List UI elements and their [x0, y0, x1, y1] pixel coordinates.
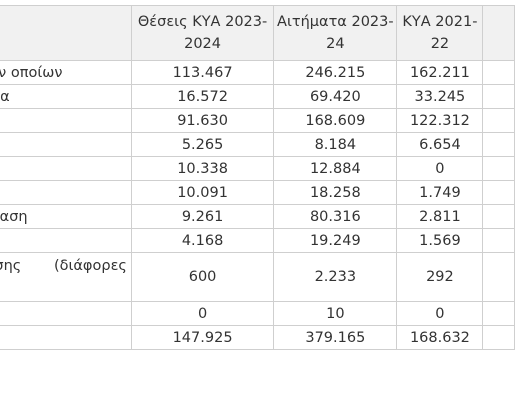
- table-row: υσης (διάφορες 600 2.233 292: [0, 252, 515, 302]
- cell-kya-2021: 2.811: [396, 204, 484, 229]
- row-label: [0, 156, 132, 181]
- row-label: [0, 228, 132, 253]
- cell-kya-2021: 292: [396, 252, 484, 302]
- table-row-total: 147.925 379.165 168.632: [0, 325, 515, 350]
- cell-requests: 19.249: [273, 228, 398, 253]
- row-label-part: υσης: [0, 258, 22, 274]
- table-row: σία 16.572 69.420 33.245: [0, 84, 515, 109]
- row-label: [0, 132, 132, 157]
- cell-requests: 168.609: [273, 108, 398, 133]
- table-row: 10.338 12.884 0: [0, 156, 515, 181]
- cell-requests: 379.165: [273, 325, 398, 350]
- table-row: 91.630 168.609 122.312: [0, 108, 515, 133]
- cell-requests: 2.233: [273, 252, 398, 302]
- cell-positions: 147.925: [130, 325, 275, 350]
- row-label: ων οποίων: [0, 60, 132, 85]
- cell-positions: 10.091: [130, 180, 275, 205]
- cell-kya-2021: 122.312: [396, 108, 484, 133]
- row-label: [0, 325, 132, 350]
- positions-table: Θέσεις ΚΥΑ 2023- 2024 Αιτήματα 2023- 24 …: [0, 5, 515, 350]
- header-text: 22: [430, 36, 450, 52]
- cell-extra: [482, 132, 515, 157]
- header-text: Θέσεις ΚΥΑ 2023-: [137, 14, 268, 30]
- table-row: 0 10 0: [0, 301, 515, 326]
- cell-positions: 9.261: [130, 204, 275, 229]
- cell-kya-2021: 1.749: [396, 180, 484, 205]
- row-label: [0, 180, 132, 205]
- table-row: 10.091 18.258 1.749: [0, 180, 515, 205]
- cell-extra: [482, 156, 515, 181]
- header-col-kya-2021-22: ΚΥΑ 2021- 22: [396, 5, 484, 61]
- cell-extra: [482, 60, 515, 85]
- cell-positions: 10.338: [130, 156, 275, 181]
- cell-kya-2021: 33.245: [396, 84, 484, 109]
- cell-positions: 0: [130, 301, 275, 326]
- row-label: [0, 301, 132, 326]
- cell-positions: 5.265: [130, 132, 275, 157]
- cell-kya-2021: 162.211: [396, 60, 484, 85]
- row-label: υσης (διάφορες: [0, 252, 132, 302]
- table-row: 5.265 8.184 6.654: [0, 132, 515, 157]
- cell-extra: [482, 252, 515, 302]
- cell-requests: 8.184: [273, 132, 398, 157]
- cell-extra: [482, 180, 515, 205]
- cell-extra: [482, 325, 515, 350]
- cell-requests: 246.215: [273, 60, 398, 85]
- cell-requests: 80.316: [273, 204, 398, 229]
- cell-requests: 12.884: [273, 156, 398, 181]
- row-label: τίαση: [0, 204, 132, 229]
- cell-positions: 4.168: [130, 228, 275, 253]
- cell-kya-2021: 0: [396, 156, 484, 181]
- row-label: [0, 108, 132, 133]
- cell-kya-2021: 168.632: [396, 325, 484, 350]
- table-row: 4.168 19.249 1.569: [0, 228, 515, 253]
- row-label-part: (διάφορες: [53, 258, 127, 274]
- table-row: τίαση 9.261 80.316 2.811: [0, 204, 515, 229]
- header-text: 2024: [184, 36, 222, 52]
- header-label: [0, 5, 132, 61]
- header-text: Αιτήματα 2023-: [277, 14, 394, 30]
- header-text: 24: [326, 36, 345, 52]
- cell-extra: [482, 84, 515, 109]
- cell-extra: [482, 108, 515, 133]
- cell-requests: 18.258: [273, 180, 398, 205]
- cell-positions: 600: [130, 252, 275, 302]
- table-row: ων οποίων 113.467 246.215 162.211: [0, 60, 515, 85]
- cell-extra: [482, 301, 515, 326]
- header-col-extra: [482, 5, 515, 61]
- header-col-positions-kya-2023-2024: Θέσεις ΚΥΑ 2023- 2024: [130, 5, 275, 61]
- cell-positions: 16.572: [130, 84, 275, 109]
- cell-requests: 69.420: [273, 84, 398, 109]
- row-label-wrap: υσης (διάφορες: [0, 256, 130, 276]
- cell-kya-2021: 0: [396, 301, 484, 326]
- header-col-requests-2023-24: Αιτήματα 2023- 24: [273, 5, 398, 61]
- cell-extra: [482, 204, 515, 229]
- cell-positions: 113.467: [130, 60, 275, 85]
- cell-kya-2021: 6.654: [396, 132, 484, 157]
- table-header-row: Θέσεις ΚΥΑ 2023- 2024 Αιτήματα 2023- 24 …: [0, 5, 515, 61]
- cell-kya-2021: 1.569: [396, 228, 484, 253]
- row-label: σία: [0, 84, 132, 109]
- cell-extra: [482, 228, 515, 253]
- cell-requests: 10: [273, 301, 398, 326]
- cell-positions: 91.630: [130, 108, 275, 133]
- header-text: ΚΥΑ 2021-: [402, 14, 478, 30]
